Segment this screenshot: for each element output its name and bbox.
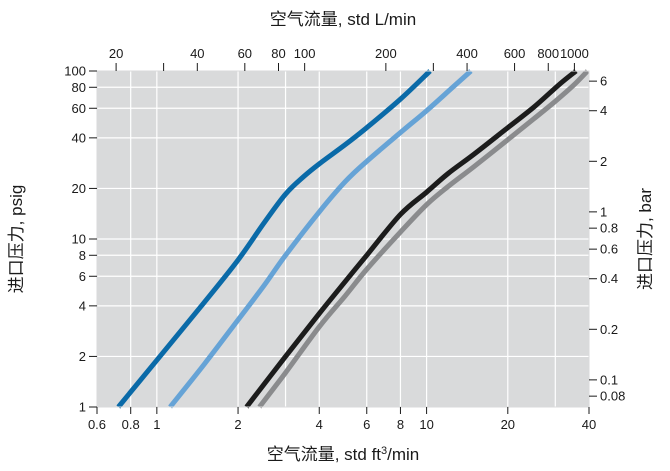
x-tick-label: 0.6 <box>88 417 106 432</box>
y2-tick: 6 <box>589 74 607 89</box>
y-tick: 2 <box>79 349 97 364</box>
x-tick: 2 <box>234 407 242 432</box>
x-tick-label: 20 <box>501 417 515 432</box>
x-tick-label: 8 <box>397 417 404 432</box>
x-tick: 0.8 <box>122 407 140 432</box>
x2-tick: 20 <box>109 46 123 71</box>
y2-tick: 0.2 <box>589 322 618 337</box>
y-tick-label: 100 <box>64 64 86 79</box>
y-tick: 20 <box>72 181 97 196</box>
x-axis-title: 空气流量, std ft3/min <box>267 445 420 464</box>
series-line-4 <box>257 69 590 409</box>
x2-tick: 400 <box>456 46 478 71</box>
x-tick-label: 0.8 <box>122 417 140 432</box>
y-tick: 6 <box>79 269 97 284</box>
series-line-2 <box>168 69 473 409</box>
series-line-3 <box>244 69 578 409</box>
x2-tick: 80 <box>271 46 286 71</box>
y2-tick: 0.1 <box>589 372 618 387</box>
x2-tick: 800 <box>537 46 559 71</box>
y-tick-label: 2 <box>79 349 86 364</box>
y-tick: 60 <box>72 101 97 116</box>
x-tick-label: 40 <box>582 417 596 432</box>
y2-tick-label: 1 <box>600 204 607 219</box>
series-line-1 <box>116 69 432 409</box>
y2-tick: 4 <box>589 103 607 118</box>
x2-tick: 1000 <box>560 46 589 71</box>
y-tick-label: 8 <box>79 248 86 263</box>
x2-axis-title: 空气流量, std L/min <box>270 10 416 29</box>
x-tick-label: 4 <box>316 417 323 432</box>
x-tick: 0.6 <box>88 407 106 432</box>
y-tick-label: 80 <box>72 80 86 95</box>
y-tick: 4 <box>79 298 97 313</box>
x-axis-title-main: 空气流量, std ft <box>267 445 382 464</box>
x-axis-title-end: /min <box>387 445 419 464</box>
x2-tick-label: 20 <box>109 46 123 61</box>
x2-tick: 200 <box>375 46 397 71</box>
x2-tick: 40 <box>190 46 205 71</box>
x-tick: 20 <box>501 407 515 432</box>
x-axis-title-sup: 3 <box>381 445 387 457</box>
y2-tick: 1 <box>589 204 607 219</box>
y2-tick-label: 0.6 <box>600 242 618 257</box>
y2-tick-label: 0.4 <box>600 271 618 286</box>
x2-tick: 600 <box>504 46 526 71</box>
y-tick: 8 <box>79 248 97 263</box>
y2-tick-label: 0.1 <box>600 372 618 387</box>
y-tick: 40 <box>72 130 97 145</box>
x2-tick-label: 1000 <box>560 46 589 61</box>
x-tick: 6 <box>363 407 370 432</box>
x-tick: 4 <box>316 407 323 432</box>
x-tick: 40 <box>582 407 596 432</box>
y-tick-label: 40 <box>72 130 86 145</box>
y2-tick: 2 <box>589 154 607 169</box>
y-tick-label: 60 <box>72 101 86 116</box>
y2-axis-title: 进口压力, bar <box>636 188 655 290</box>
x2-tick: 100 <box>294 46 316 71</box>
y-tick-label: 4 <box>79 298 86 313</box>
x2-tick-label: 60 <box>238 46 252 61</box>
x-tick-label: 1 <box>153 417 160 432</box>
y2-tick: 0.08 <box>589 389 625 404</box>
y-tick-label: 6 <box>79 269 86 284</box>
x-tick-label: 10 <box>419 417 433 432</box>
y-tick-label: 10 <box>72 232 86 247</box>
x2-tick-label: 800 <box>537 46 559 61</box>
x2-tick-label: 200 <box>375 46 397 61</box>
x-tick-label: 6 <box>363 417 370 432</box>
y2-tick-label: 2 <box>600 154 607 169</box>
x2-tick-label: 40 <box>190 46 204 61</box>
y-tick: 10 <box>72 232 97 247</box>
y-axis-title: 进口压力, psig <box>7 185 26 294</box>
x2-tick-label: 100 <box>294 46 316 61</box>
x-tick: 8 <box>397 407 404 432</box>
series-layer <box>116 69 590 409</box>
y2-tick-label: 0.2 <box>600 322 618 337</box>
x2-tick-label: 400 <box>456 46 478 61</box>
y2-tick-label: 4 <box>600 103 607 118</box>
y2-tick: 0.6 <box>589 242 618 257</box>
y-tick: 1 <box>79 400 97 415</box>
y-tick: 100 <box>64 64 97 79</box>
x-tick: 10 <box>419 407 434 432</box>
y-tick-label: 20 <box>72 181 86 196</box>
y-tick: 80 <box>72 80 97 95</box>
y2-tick-label: 0.08 <box>600 389 625 404</box>
y2-tick: 0.8 <box>589 221 618 236</box>
y2-tick-label: 6 <box>600 74 607 89</box>
y2-tick: 0.4 <box>589 271 618 286</box>
x2-tick-label: 80 <box>271 46 285 61</box>
x2-tick-label: 600 <box>504 46 526 61</box>
x-tick: 1 <box>153 407 160 432</box>
y2-tick-label: 0.8 <box>600 221 618 236</box>
y-tick-label: 1 <box>79 400 86 415</box>
x-tick-label: 2 <box>234 417 241 432</box>
x2-tick: 60 <box>238 46 252 71</box>
